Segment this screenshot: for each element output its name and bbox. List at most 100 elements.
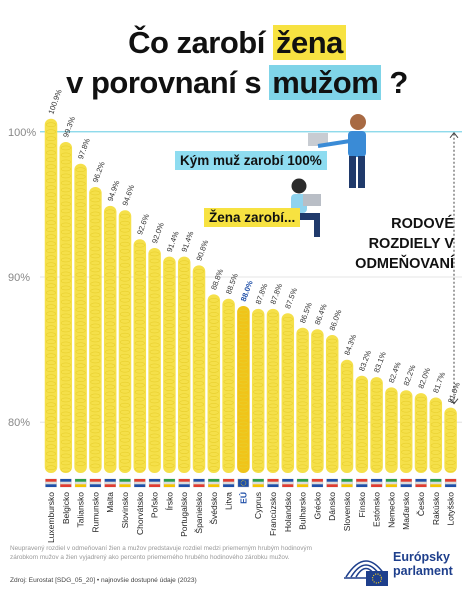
- bar-texture: [60, 313, 71, 319]
- bar-texture: [164, 344, 175, 349]
- y-tick-label: 100%: [8, 127, 36, 139]
- bar-texture: [341, 384, 353, 390]
- bar-texture: [119, 255, 131, 261]
- bar-texture: [134, 277, 145, 283]
- bar-texture: [238, 309, 249, 315]
- bar-texture: [208, 312, 219, 317]
- bar-texture: [90, 414, 101, 420]
- bar-texture: [90, 386, 101, 392]
- title-highlight-man: mužom: [269, 65, 382, 100]
- european-parliament-logo-icon: [344, 560, 388, 586]
- bar-texture: [75, 258, 86, 264]
- bar-8: [163, 256, 176, 473]
- bar-texture: [149, 461, 160, 467]
- flag-stripe: [163, 484, 175, 487]
- bar-texture: [45, 185, 57, 191]
- bar-texture: [75, 328, 86, 334]
- bar-10: [192, 265, 206, 473]
- bar-texture: [105, 363, 116, 369]
- bar-21: [355, 375, 369, 473]
- callout-woman: Žena zarobí...: [204, 208, 301, 227]
- bar-texture: [312, 332, 323, 338]
- bar-texture: [90, 190, 101, 196]
- bar-texture: [356, 421, 367, 427]
- bar-texture: [90, 421, 101, 427]
- title-line-2: v porovnaní s mužom ?: [0, 64, 474, 102]
- bar-texture: [356, 435, 367, 441]
- bar-texture: [238, 351, 249, 357]
- bar-6: [133, 239, 147, 473]
- title-line-1: Čo zarobí žena: [0, 24, 474, 62]
- bar-texture: [267, 452, 279, 458]
- bar-texture: [297, 422, 308, 428]
- bar-texture: [238, 442, 249, 448]
- flag-stripe: [297, 479, 309, 482]
- flag-icon: [237, 478, 250, 488]
- bar-texture: [164, 421, 175, 426]
- bar-value-label: 92.6%: [135, 212, 151, 236]
- bar-texture: [430, 436, 441, 441]
- bar-texture: [75, 447, 86, 453]
- bar-texture: [60, 327, 71, 333]
- flag-stripe: [341, 479, 353, 482]
- bar-texture: [75, 209, 86, 215]
- bar-texture: [60, 397, 71, 403]
- bar-texture: [445, 418, 456, 423]
- bar-texture: [75, 174, 86, 180]
- bar-texture: [238, 386, 249, 392]
- country-label: Slovensko: [342, 492, 352, 531]
- bar-texture: [327, 436, 338, 442]
- bar-texture: [179, 379, 190, 384]
- bar-texture: [267, 389, 279, 395]
- bar-texture: [267, 417, 279, 423]
- bar-texture: [371, 408, 382, 414]
- bar-texture: [149, 349, 160, 355]
- bar-texture: [341, 461, 353, 467]
- bar-texture: [386, 454, 397, 459]
- bar-texture: [75, 426, 86, 432]
- bar-texture: [223, 393, 234, 399]
- bar-texture: [223, 309, 234, 315]
- bar-texture: [60, 166, 71, 172]
- country-label: Taliansko: [76, 492, 86, 528]
- bar-texture: [179, 330, 190, 335]
- bar-value-label: 91.4%: [180, 230, 196, 254]
- bar-texture: [60, 271, 71, 277]
- bar-texture: [105, 433, 116, 439]
- source-note: Zdroj: Eurostat [SDG_05_20] • najnovšie …: [10, 577, 197, 584]
- bar-texture: [105, 398, 116, 404]
- bar-texture: [179, 463, 190, 468]
- bar-value-label: 82.4%: [387, 360, 403, 384]
- flag-stripe: [45, 479, 57, 482]
- bar-texture: [134, 263, 145, 269]
- bar-texture: [45, 129, 57, 135]
- bar-texture: [327, 464, 338, 470]
- country-label: Belgicko: [61, 492, 71, 524]
- bar-texture: [179, 344, 190, 349]
- bar-texture: [149, 258, 160, 264]
- flag-stripe: [178, 479, 190, 482]
- bar-texture: [297, 352, 308, 358]
- bar-value-label: 88.0%: [239, 279, 255, 303]
- man-figure-icon: [350, 114, 366, 130]
- bar-texture: [164, 442, 175, 447]
- bar-texture: [164, 330, 175, 335]
- bar-texture: [223, 316, 234, 322]
- bar-texture: [60, 362, 71, 368]
- bar-texture: [119, 437, 131, 443]
- bar-texture: [312, 395, 323, 401]
- bar-texture: [371, 436, 382, 442]
- bar-texture: [445, 460, 456, 465]
- bar-texture: [45, 171, 57, 177]
- bar-texture: [179, 316, 190, 321]
- bar-texture: [75, 265, 86, 271]
- bar-value-label: 83.2%: [357, 349, 373, 373]
- bar-texture: [90, 281, 101, 287]
- callout-man: Kým muž zarobí 100%: [175, 151, 327, 170]
- flag-stripe: [149, 484, 161, 487]
- bar-texture: [223, 365, 234, 371]
- bar-texture: [45, 353, 57, 359]
- bar-texture: [90, 246, 101, 252]
- bar-texture: [193, 339, 205, 344]
- bar-texture: [45, 318, 57, 324]
